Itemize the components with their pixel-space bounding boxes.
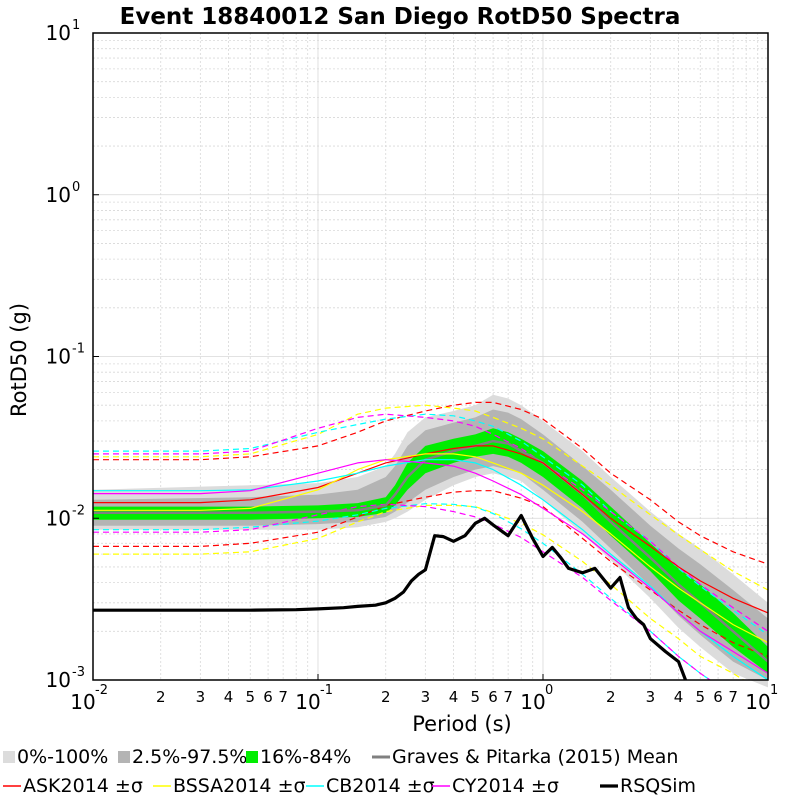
legend-label: ASK2014 ±σ [23,775,143,797]
series-bssa2014-line [93,453,768,644]
x-minor-tick-label: 5 [245,688,255,706]
x-minor-tick-label: 6 [263,688,273,706]
series-cb2014-plus-sigma [93,413,768,636]
series-ask2014-line [93,445,768,614]
x-minor-tick-label: 5 [695,688,705,706]
plot-area [92,32,769,688]
legend-item: BSSA2014 ±σ [153,775,306,797]
legend-label: BSSA2014 ±σ [173,775,306,797]
legend-label: 16%-84% [260,746,351,768]
x-minor-tick-label: 6 [713,688,723,706]
y-tick-base: 10 [46,21,71,45]
y-tick-base: 10 [46,668,71,692]
x-tick-base: 10 [520,690,545,714]
y-axis-label: RotD50 (g) [7,303,31,417]
x-tick-base: 10 [745,690,770,714]
legend-label: CB2014 ±σ [326,775,435,797]
x-minor-tick-label: 4 [674,688,684,706]
series-ask2014-minus-sigma [93,490,768,657]
series-cb2014-minus-sigma [93,503,712,680]
x-minor-tick-label: 2 [606,688,616,706]
y-tick-exponent: -1 [72,342,85,357]
legend-label: CY2014 ±σ [452,775,559,797]
y-tick-label: 10 -2 [46,503,85,530]
legend-item: RSQSim [600,775,696,797]
legend-item: ASK2014 ±σ [3,775,143,797]
x-minor-tick-label: 6 [488,688,498,706]
x-tick-base: 10 [70,690,95,714]
y-tick-label: 10 0 [46,180,81,207]
series-lines [93,401,768,680]
x-tick-label: 10 -2 [70,683,108,714]
x-minor-tick-label: 2 [381,688,391,706]
legend-item: 0%-100% [3,746,108,768]
legend-item: 16%-84% [246,746,351,768]
y-tick-base: 10 [46,345,71,369]
y-tick-exponent: -3 [72,665,85,680]
y-tick-exponent: 0 [72,180,80,195]
legend-swatch [3,751,15,763]
x-minor-tick-label: 7 [503,688,513,706]
x-minor-tick-label: 4 [224,688,234,706]
axis-ticks: 10 -2 10 -1 10 0 10 12 3 4 5 6 7 2 3 4 5 6 7 2 3 4 5 6 710-310-2… [46,18,779,714]
series-rsqsim-line [93,513,687,680]
x-tick-label: 10 1 [745,683,778,714]
x-minor-tick-label: 5 [470,688,480,706]
y-tick-base: 10 [46,506,71,530]
chart-title: Event 18840012 San Diego RotD50 Spectra [120,4,681,30]
legend-item: Graves & Pitarka (2015) Mean [372,746,678,768]
x-axis-label: Period (s) [412,712,511,736]
x-minor-tick-label: 3 [196,688,206,706]
legend-swatch [246,751,258,763]
x-tick-base: 10 [295,690,320,714]
y-tick-exponent: -2 [72,503,85,518]
x-minor-tick-label: 4 [449,688,459,706]
x-minor-tick-label: 2 [156,688,166,706]
legend-label: Graves & Pitarka (2015) Mean [392,746,678,768]
x-tick-exponent: -2 [95,683,108,698]
x-tick-label: 10 0 [520,683,553,714]
y-tick-label: 10 -1 [46,342,85,369]
band-0-100- [93,394,768,688]
series-graves-line [93,439,768,663]
x-tick-label: 10 -1 [295,683,333,714]
series-bssa2014-minus-sigma [93,504,745,680]
legend-swatch [118,751,130,763]
series-cy2014-line [93,459,768,674]
legend-item: 2.5%-97.5% [118,746,247,768]
x-minor-tick-label: 3 [421,688,431,706]
y-tick-label: 10 -3 [46,665,85,692]
y-tick-label: 10 1 [46,18,81,45]
legend-label: 2.5%-97.5% [132,746,247,768]
x-tick-exponent: -1 [320,683,333,698]
legend-item: CY2014 ±σ [432,775,559,797]
legend-label: RSQSim [620,775,696,797]
x-tick-exponent: 0 [545,683,553,698]
band-16-84- [93,428,768,674]
y-tick-exponent: 1 [72,18,80,33]
legend-label: 0%-100% [17,746,108,768]
legend-item: CB2014 ±σ [306,775,435,797]
legend: 0%-100% 2.5%-97.5% 16%-84% Graves & Pitarka… [3,746,696,797]
x-minor-tick-label: 3 [646,688,656,706]
x-minor-tick-label: 7 [278,688,288,706]
x-minor-tick-label: 7 [728,688,738,706]
series-ask2014-plus-sigma [93,401,768,565]
x-tick-exponent: 1 [770,683,778,698]
series-bssa2014-plus-sigma [93,404,768,591]
y-tick-base: 10 [46,183,71,207]
